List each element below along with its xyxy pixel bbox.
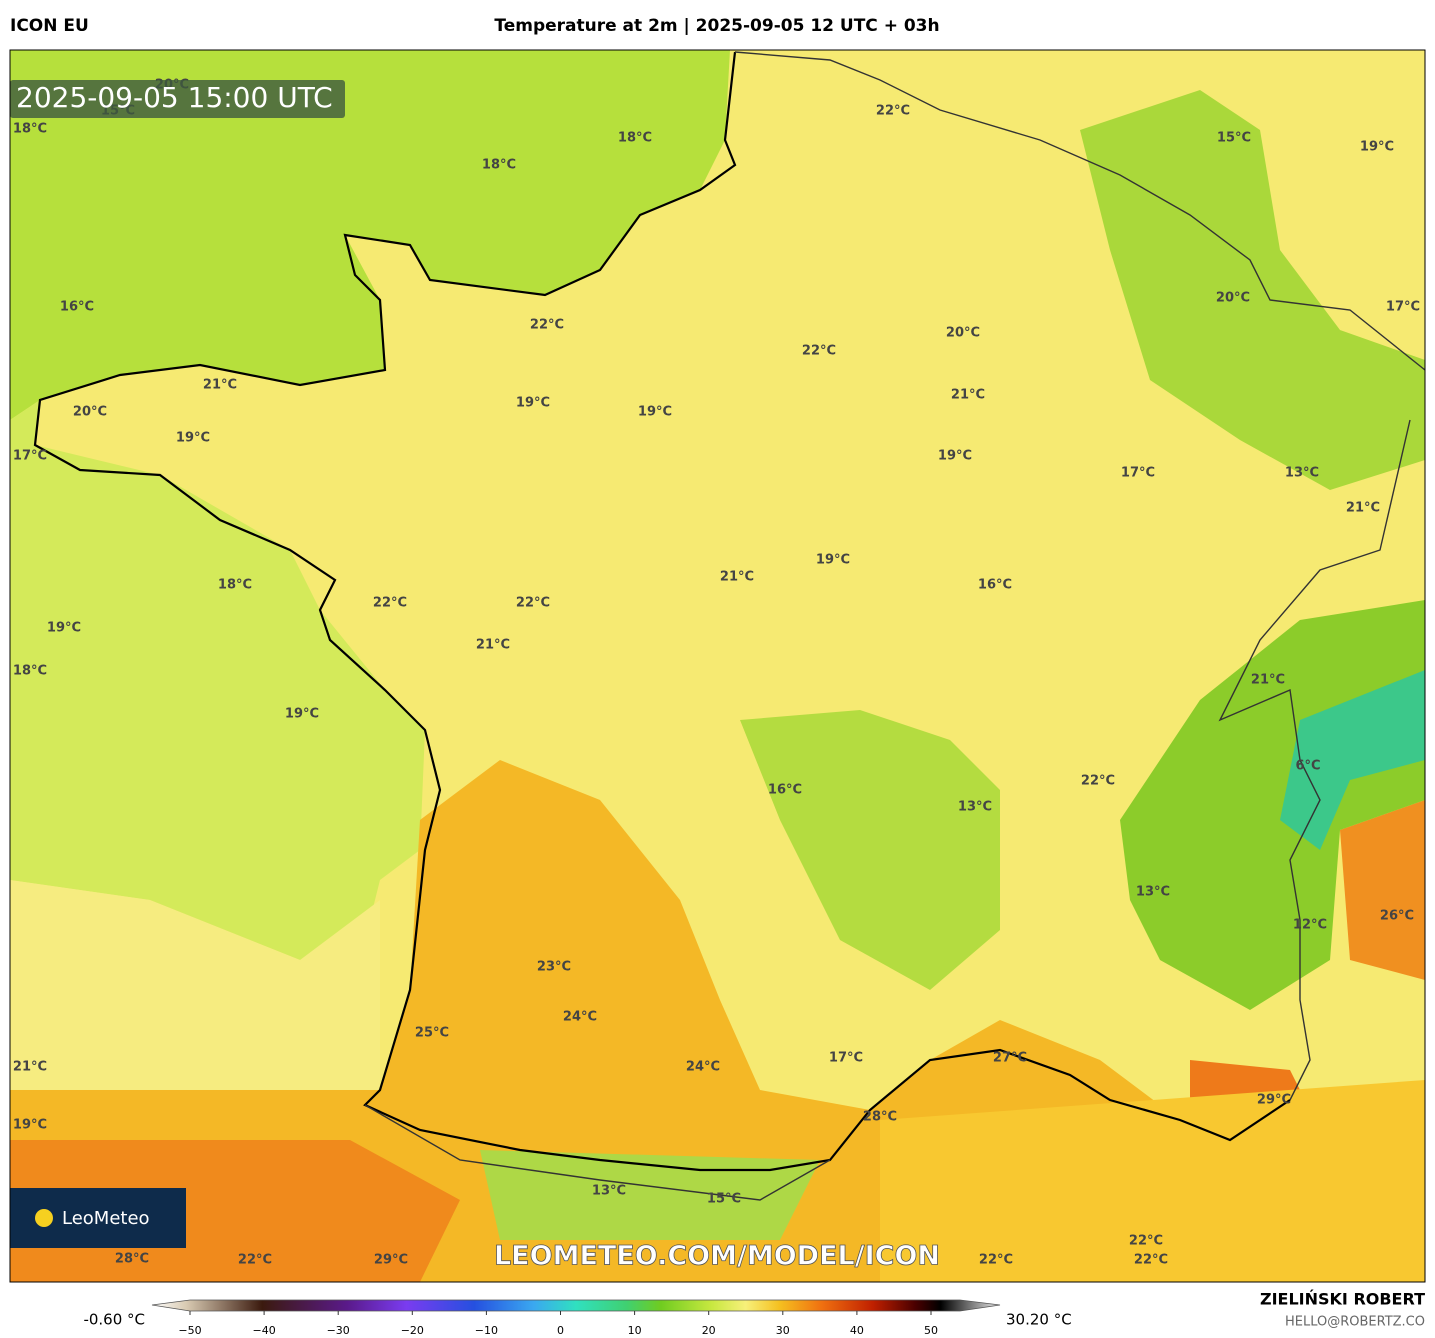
temperature-label: 18°C [618, 131, 652, 146]
colorbar-tick-label: 30 [776, 1324, 790, 1337]
temperature-label: 15°C [1217, 131, 1251, 146]
temperature-label: 13°C [1136, 885, 1170, 900]
temperature-label: 28°C [115, 1252, 149, 1267]
temperature-label: 19°C [638, 405, 672, 420]
temperature-label: 19°C [285, 707, 319, 722]
temperature-label: 19°C [816, 553, 850, 568]
alps-cold [1280, 670, 1425, 850]
temperature-label: 21°C [1346, 501, 1380, 516]
colorbar-tick-label: 20 [702, 1324, 716, 1337]
temperature-label: 15°C [707, 1192, 741, 1207]
temperature-label: 18°C [13, 122, 47, 137]
colorbar-tick-label: 0 [557, 1324, 564, 1337]
mediterranean [880, 1080, 1425, 1282]
valid-time: 2025-09-05 15:00 UTC [16, 81, 333, 114]
temperature-label: 29°C [374, 1253, 408, 1268]
temperature-label: 24°C [563, 1010, 597, 1025]
borders [364, 51, 1425, 1201]
logo-text: LeoMeteo [62, 1208, 150, 1229]
author: ZIELIŃSKI ROBERT [1260, 1290, 1425, 1309]
temperature-label: 19°C [938, 449, 972, 464]
colorbar-max: 30.20 °C [1006, 1311, 1072, 1329]
temperature-label: 29°C [1257, 1093, 1291, 1108]
temperature-label: 20°C [1216, 291, 1250, 306]
temperature-labels: 20°C 15°C 18°C 18°C 18°C 22°C 15°C 19°C 16°C 22°C… [13, 78, 1420, 1268]
temperature-label: 22°C [373, 596, 407, 611]
colorbar: -0.60 °C 30.20 °C −50 −40 −30 −20 −10 0 10 20 30… [83, 1299, 1072, 1337]
temperature-label: 24°C [686, 1060, 720, 1075]
colorbar-tick-label: −40 [252, 1324, 275, 1337]
temperature-label: 27°C [993, 1051, 1027, 1066]
colorbar-tick-label: −30 [327, 1324, 350, 1337]
temperature-label: 28°C [863, 1110, 897, 1125]
temperature-label: 17°C [13, 449, 47, 464]
temperature-label: 18°C [218, 578, 252, 593]
ardennes-vosges [1080, 90, 1425, 490]
temperature-label: 19°C [516, 396, 550, 411]
map-area: 20°C 15°C 18°C 18°C 18°C 22°C 15°C 19°C 16°C 22°C… [10, 50, 1425, 1282]
colorbar-tick-label: −20 [401, 1324, 424, 1337]
temperature-label: 25°C [415, 1026, 449, 1041]
temperature-label: 22°C [516, 596, 550, 611]
bay-of-biscay [10, 880, 380, 1090]
temperature-label: 20°C [946, 326, 980, 341]
temperature-label: 18°C [13, 664, 47, 679]
temperature-label: 21°C [476, 638, 510, 653]
temperature-label: 21°C [203, 378, 237, 393]
temperature-label: 19°C [1360, 140, 1394, 155]
temperature-label: 23°C [537, 960, 571, 975]
coastline [33, 51, 1291, 1172]
temperature-label: 16°C [978, 578, 1012, 593]
colorbar-tick-label: 40 [850, 1324, 864, 1337]
temperature-label: 22°C [876, 104, 910, 119]
colorbar-min: -0.60 °C [83, 1311, 145, 1329]
contact: HELLO@ROBERTZ.CO [1285, 1315, 1425, 1330]
pyrenees [480, 1150, 820, 1240]
colorbar-tick-label: −10 [475, 1324, 498, 1337]
temperature-label: 17°C [1386, 300, 1420, 315]
map-frame [9, 49, 1426, 1283]
massif-central [740, 710, 1000, 990]
temperature-label: 26°C [1380, 909, 1414, 924]
temperature-label: 22°C [1081, 774, 1115, 789]
temperature-label: 12°C [1293, 918, 1327, 933]
watermark: LEOMETEO.COM/MODEL/ICON [494, 1241, 940, 1272]
temperature-label: 19°C [176, 431, 210, 446]
sea-north [10, 50, 730, 420]
logo-sun [35, 1209, 53, 1227]
colorbar-scale [151, 1299, 1001, 1312]
temperature-label: 17°C [1121, 466, 1155, 481]
italy-warm [1340, 800, 1425, 980]
temperature-label: 22°C [238, 1253, 272, 1268]
temperature-label: 22°C [530, 318, 564, 333]
temperature-label: 19°C [47, 621, 81, 636]
colorbar-tick-label: −50 [178, 1324, 201, 1337]
colorbar-tick-label: 50 [924, 1324, 938, 1337]
temperature-label: 20°C [73, 405, 107, 420]
time-box [10, 80, 345, 118]
temperature-label: 18°C [482, 158, 516, 173]
colorbar-tick-label: 10 [628, 1324, 642, 1337]
temperature-label: 21°C [13, 1060, 47, 1075]
map-title: Temperature at 2m | 2025-09-05 12 UTC + … [494, 16, 939, 36]
temperature-label: 22°C [1129, 1234, 1163, 1249]
temperature-label: 22°C [1134, 1253, 1168, 1268]
sea-west [10, 400, 425, 1000]
temperature-label: 13°C [592, 1184, 626, 1199]
temperature-label: 6°C [1295, 759, 1320, 774]
temperature-label: 21°C [951, 388, 985, 403]
temperature-label: 17°C [829, 1051, 863, 1066]
temperature-label: 16°C [60, 300, 94, 315]
temperature-label: 16°C [768, 783, 802, 798]
temperature-label: 13°C [958, 800, 992, 815]
temperature-label: 13°C [1285, 466, 1319, 481]
temperature-label: 22°C [979, 1253, 1013, 1268]
temperature-label: 19°C [13, 1118, 47, 1133]
model-name: ICON EU [10, 16, 89, 36]
temperature-label: 21°C [1251, 673, 1285, 688]
temperature-label: 22°C [802, 344, 836, 359]
temperature-label: 21°C [720, 570, 754, 585]
